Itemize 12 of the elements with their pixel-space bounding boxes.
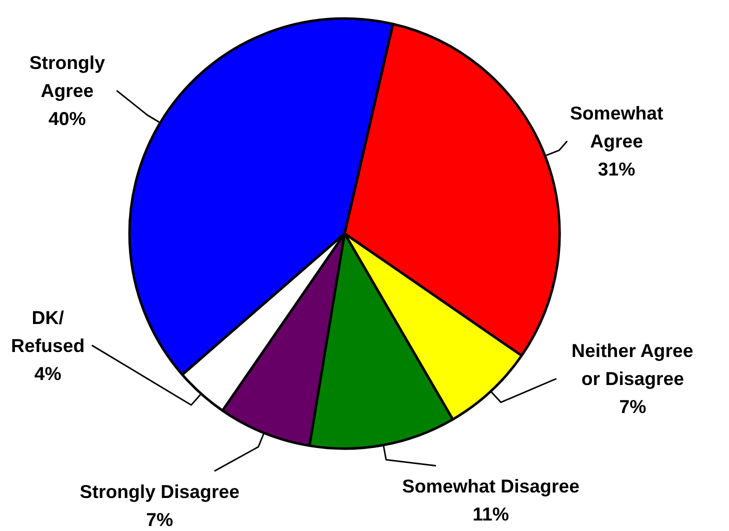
slice-label: Neither Agree or Disagree bbox=[572, 340, 694, 390]
slice-label: Strongly Agree bbox=[29, 52, 106, 102]
data-label: 40% bbox=[48, 108, 86, 130]
slice-label: Somewhat Agree bbox=[570, 102, 664, 152]
data-label: 31% bbox=[598, 158, 636, 180]
slice-label: Somewhat Disagree bbox=[402, 476, 580, 497]
data-label: 11% bbox=[472, 504, 510, 525]
slice-label: Strongly Disagree bbox=[80, 481, 240, 502]
data-label: 7% bbox=[146, 508, 174, 530]
data-label: 4% bbox=[34, 362, 62, 384]
data-label: 7% bbox=[619, 396, 647, 418]
slice-label: DK/ Refused bbox=[11, 306, 85, 356]
